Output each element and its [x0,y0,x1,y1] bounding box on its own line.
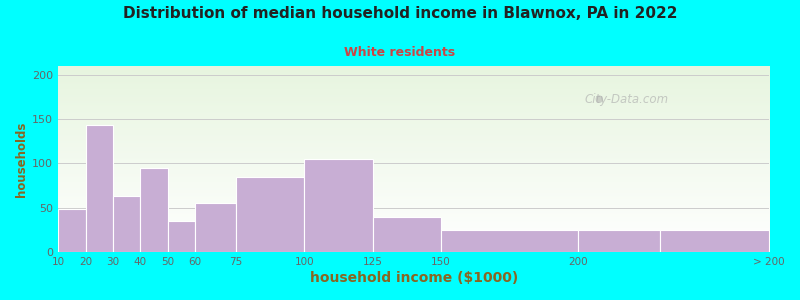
Bar [113,196,140,252]
Bar [304,159,373,252]
Text: ●: ● [594,94,602,104]
Y-axis label: households: households [15,121,28,197]
Bar [195,203,236,252]
X-axis label: household income ($1000): household income ($1000) [310,271,518,285]
Bar [86,125,113,252]
Bar [140,168,167,252]
Bar [578,230,660,252]
Bar [441,230,578,252]
Text: Distribution of median household income in Blawnox, PA in 2022: Distribution of median household income … [122,6,678,21]
Bar [660,230,769,252]
Bar [236,177,304,252]
Bar [373,217,441,252]
Bar [167,221,195,252]
Text: White residents: White residents [345,46,455,59]
Bar [58,209,86,252]
Text: City-Data.com: City-Data.com [585,93,669,106]
